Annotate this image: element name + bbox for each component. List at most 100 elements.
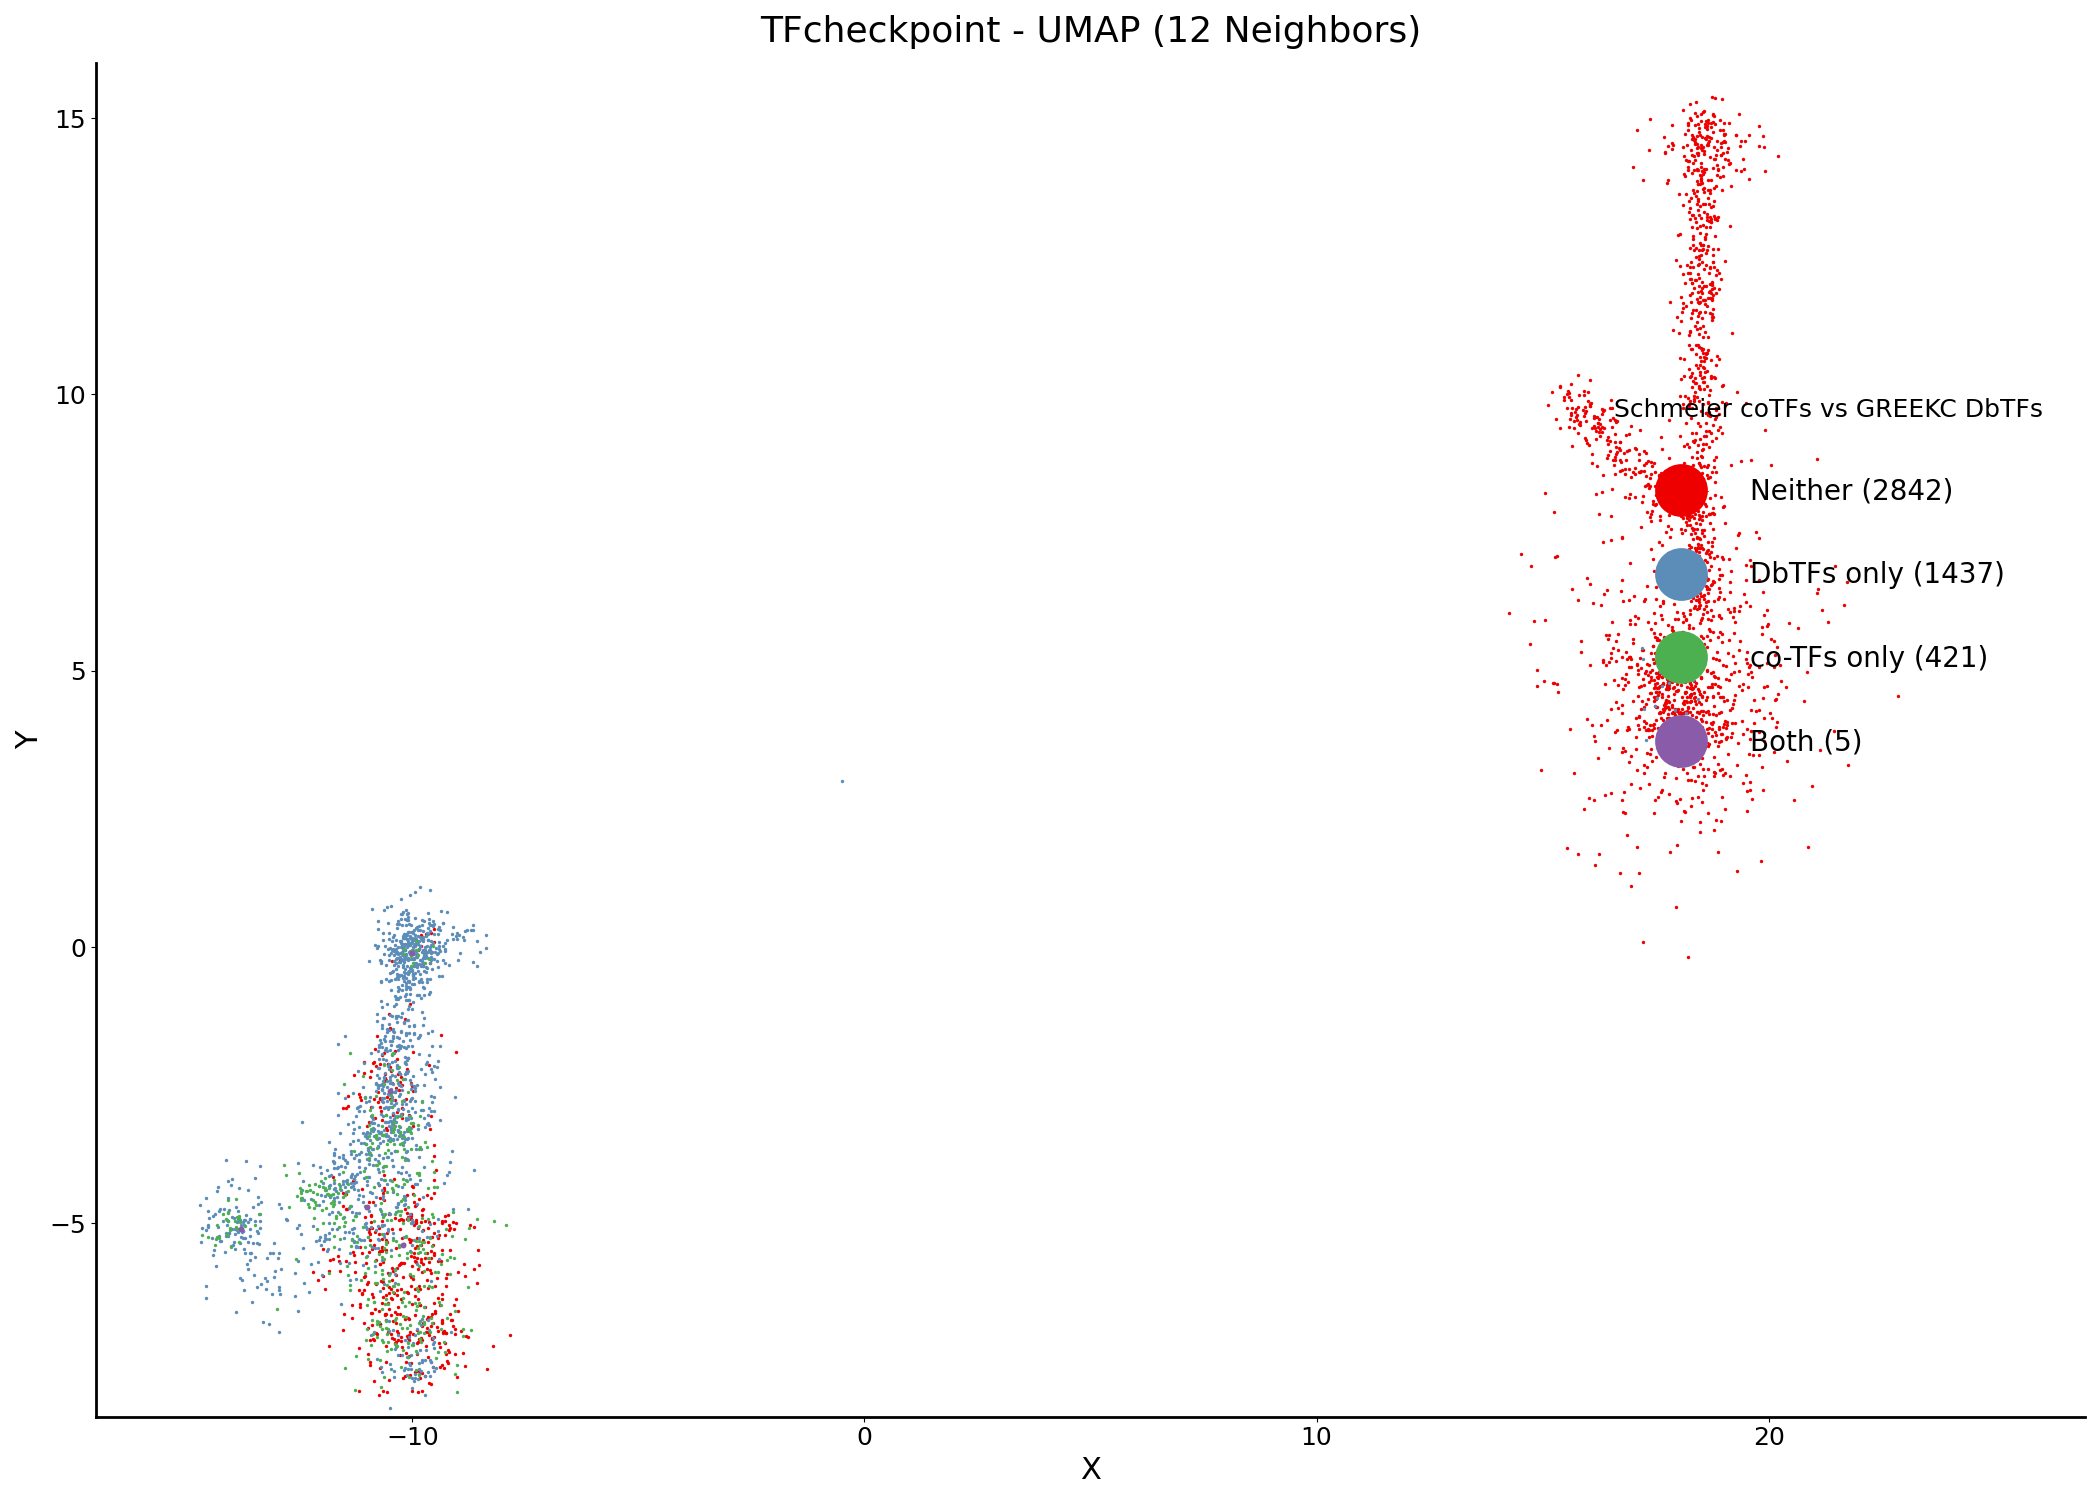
- Point: [227, 1208, 260, 1231]
- Point: [1638, 688, 1672, 712]
- Point: [1602, 438, 1636, 462]
- Point: [1678, 387, 1712, 411]
- Point: [288, 1236, 321, 1260]
- Point: [1749, 614, 1783, 638]
- Point: [342, 1095, 376, 1119]
- Point: [1659, 644, 1693, 668]
- Point: [1672, 200, 1705, 223]
- Point: [1745, 621, 1779, 645]
- Point: [430, 1203, 464, 1227]
- Point: [376, 1019, 410, 1042]
- Point: [412, 1215, 445, 1239]
- Point: [326, 1173, 359, 1197]
- Point: [412, 1276, 445, 1300]
- Point: [262, 1320, 296, 1344]
- Point: [1625, 638, 1659, 662]
- Point: [262, 1278, 296, 1302]
- Point: [307, 1172, 340, 1196]
- Point: [1697, 255, 1730, 279]
- Point: [1690, 178, 1724, 203]
- Point: [412, 1306, 445, 1330]
- Point: [445, 1320, 479, 1344]
- Point: [323, 1154, 357, 1178]
- Point: [353, 1350, 386, 1374]
- Point: [372, 1096, 405, 1120]
- Point: [454, 918, 487, 942]
- Point: [1705, 716, 1739, 740]
- Point: [183, 1194, 216, 1218]
- Point: [1586, 651, 1619, 675]
- Point: [382, 1074, 416, 1098]
- Point: [1604, 700, 1638, 724]
- Point: [326, 1206, 359, 1230]
- Point: [1674, 138, 1707, 162]
- Point: [393, 978, 426, 1002]
- Point: [1680, 741, 1714, 765]
- Point: [248, 1266, 281, 1290]
- Point: [328, 1023, 361, 1047]
- Point: [351, 1146, 384, 1170]
- Point: [321, 1102, 355, 1126]
- Point: [1590, 578, 1623, 602]
- Point: [368, 1065, 401, 1089]
- Point: [231, 1210, 265, 1234]
- Point: [1586, 402, 1619, 426]
- Point: [1678, 144, 1712, 168]
- Point: [1701, 681, 1735, 705]
- Point: [1663, 700, 1697, 724]
- Point: [1682, 285, 1716, 309]
- Point: [1678, 770, 1712, 794]
- Point: [292, 1173, 326, 1197]
- Point: [334, 1194, 367, 1218]
- Point: [1714, 214, 1747, 238]
- Point: [1680, 286, 1714, 310]
- Point: [416, 1203, 449, 1227]
- Point: [1644, 594, 1678, 618]
- Point: [1690, 734, 1724, 758]
- Point: [384, 1062, 418, 1086]
- Point: [342, 1114, 376, 1138]
- Point: [384, 1074, 418, 1098]
- Point: [262, 1275, 296, 1299]
- Point: [420, 1316, 454, 1340]
- Point: [376, 1176, 410, 1200]
- Point: [1732, 662, 1766, 686]
- Point: [393, 1324, 426, 1348]
- Point: [405, 1203, 439, 1227]
- Point: [395, 954, 428, 978]
- Point: [410, 921, 443, 945]
- Point: [220, 1198, 254, 1222]
- Point: [1581, 411, 1615, 435]
- Point: [242, 1232, 275, 1256]
- Point: [1644, 476, 1678, 500]
- Point: [384, 1198, 418, 1222]
- Point: [395, 1202, 428, 1225]
- Point: [401, 1226, 435, 1250]
- Point: [319, 1155, 353, 1179]
- Point: [391, 927, 424, 951]
- Point: [365, 1178, 399, 1202]
- Point: [315, 1191, 349, 1215]
- Point: [323, 1173, 357, 1197]
- Point: [1697, 760, 1730, 784]
- Point: [388, 932, 422, 956]
- Point: [1554, 388, 1588, 412]
- Point: [357, 1233, 391, 1257]
- Point: [1690, 538, 1724, 562]
- Point: [405, 1359, 439, 1383]
- Point: [437, 1314, 470, 1338]
- Point: [1688, 419, 1722, 442]
- Legend: Neither (2842), DbTFs only (1437), co-TFs only (421), Both (5): Neither (2842), DbTFs only (1437), co-TF…: [1588, 370, 2071, 784]
- Point: [378, 1263, 412, 1287]
- Point: [1693, 486, 1726, 510]
- Point: [403, 1293, 437, 1317]
- Point: [416, 1311, 449, 1335]
- Point: [376, 950, 410, 974]
- Point: [1678, 574, 1712, 598]
- Point: [1569, 426, 1602, 450]
- Point: [1674, 795, 1707, 819]
- Point: [1550, 396, 1583, 420]
- Point: [407, 940, 441, 964]
- Point: [1657, 134, 1691, 158]
- Point: [279, 1215, 313, 1239]
